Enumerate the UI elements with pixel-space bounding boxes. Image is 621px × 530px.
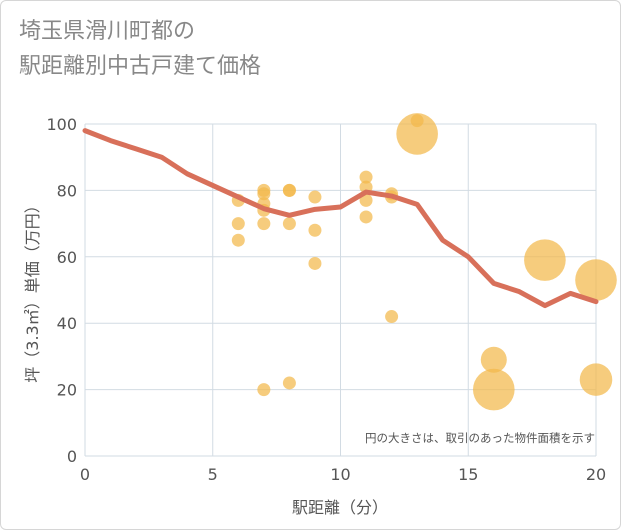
y-tick-label: 60 bbox=[57, 248, 77, 267]
bubble-point bbox=[282, 183, 296, 197]
x-tick-label: 15 bbox=[458, 465, 478, 484]
bubble-point bbox=[231, 233, 245, 247]
y-axis-label: 坪（3.3㎡）単価（万円） bbox=[23, 197, 42, 382]
bubble-series bbox=[231, 113, 617, 411]
trend-series bbox=[82, 128, 599, 309]
bubble-point bbox=[480, 346, 507, 373]
bubble-point bbox=[282, 217, 296, 231]
grid bbox=[84, 123, 597, 457]
bubble-point bbox=[524, 239, 566, 281]
bubble-point bbox=[257, 383, 271, 397]
bubble-point bbox=[473, 368, 515, 411]
x-axis-label: 駅距離（分） bbox=[292, 498, 388, 517]
bubble-point bbox=[308, 190, 322, 204]
chart-title: 埼玉県滑川町都の 駅距離別中古戸建て価格 bbox=[19, 14, 261, 84]
bubble-point bbox=[385, 310, 399, 324]
y-tick-label: 80 bbox=[57, 181, 77, 200]
y-tick-label: 40 bbox=[57, 314, 77, 333]
bubble-size-note: 円の大きさは、取引のあった物件面積を示す bbox=[365, 431, 595, 445]
bubble-point bbox=[359, 193, 373, 207]
x-tick-label: 20 bbox=[586, 465, 606, 484]
chart-title-line-2: 駅距離別中古戸建て価格 bbox=[19, 54, 262, 79]
bubble-point bbox=[396, 113, 438, 155]
bubble-point bbox=[575, 259, 617, 301]
bubble-point bbox=[308, 223, 322, 237]
y-tick-label: 100 bbox=[46, 115, 77, 134]
bubble-point bbox=[359, 210, 373, 224]
x-tick-label: 10 bbox=[330, 465, 350, 484]
bubble-point bbox=[308, 256, 322, 270]
chart-title-line-1: 埼玉県滑川町都の bbox=[19, 19, 196, 44]
y-tick-label: 0 bbox=[67, 447, 77, 466]
bubble-point bbox=[579, 363, 613, 396]
axis-ticks: 0 20 40 60 80 100 0 5 10 15 20 bbox=[46, 115, 606, 484]
bubble-point bbox=[282, 376, 296, 390]
x-tick-label: 5 bbox=[208, 465, 218, 484]
bubble-point bbox=[231, 217, 245, 231]
trend-line bbox=[82, 128, 599, 309]
bubble-point bbox=[257, 187, 271, 201]
bubble-point bbox=[257, 217, 271, 231]
y-tick-label: 20 bbox=[57, 381, 77, 400]
bubble-point bbox=[359, 170, 373, 184]
x-tick-label: 0 bbox=[80, 465, 90, 484]
